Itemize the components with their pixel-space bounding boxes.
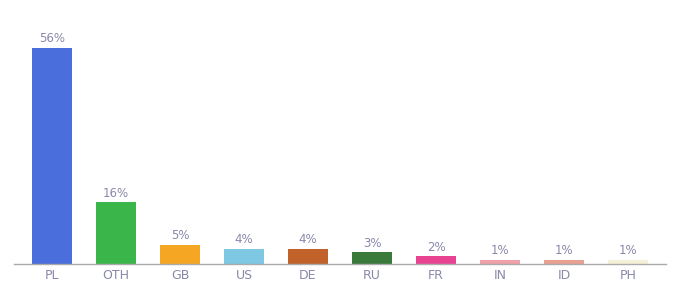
Bar bbox=[160, 245, 200, 264]
Text: 1%: 1% bbox=[619, 244, 637, 257]
Bar bbox=[288, 249, 328, 264]
Text: 2%: 2% bbox=[426, 241, 445, 254]
Text: 4%: 4% bbox=[235, 233, 254, 246]
Bar bbox=[416, 256, 456, 264]
Bar bbox=[32, 48, 72, 264]
Text: 16%: 16% bbox=[103, 187, 129, 200]
Bar bbox=[224, 249, 264, 264]
Bar bbox=[352, 252, 392, 264]
Bar bbox=[608, 260, 648, 264]
Text: 1%: 1% bbox=[555, 244, 573, 257]
Text: 3%: 3% bbox=[362, 237, 381, 250]
Bar bbox=[480, 260, 520, 264]
Text: 56%: 56% bbox=[39, 32, 65, 45]
Bar bbox=[96, 202, 136, 264]
Text: 1%: 1% bbox=[491, 244, 509, 257]
Text: 5%: 5% bbox=[171, 229, 189, 242]
Bar bbox=[544, 260, 584, 264]
Text: 4%: 4% bbox=[299, 233, 318, 246]
